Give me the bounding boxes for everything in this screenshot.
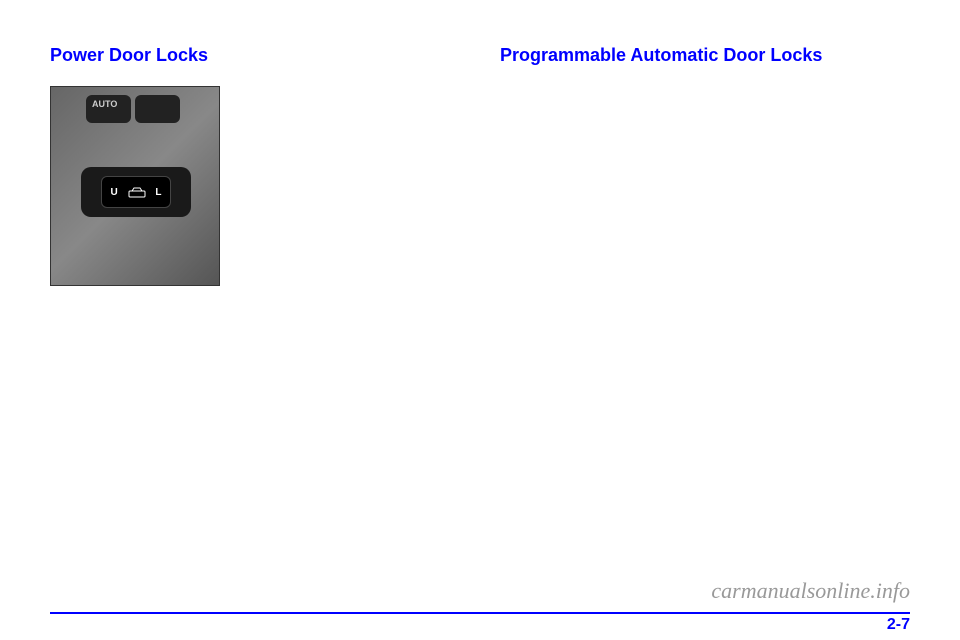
page-number: 2-7 — [887, 616, 910, 634]
page-content: Power Door Locks U L — [0, 0, 960, 301]
door-lock-switch-photo: U L — [50, 86, 220, 286]
right-column: Programmable Automatic Door Locks — [500, 45, 910, 301]
watermark: carmanualsonline.info — [711, 578, 910, 604]
lock-label: L — [155, 187, 161, 198]
lock-switch-button: U L — [101, 176, 171, 208]
car-icon — [127, 186, 147, 198]
window-button — [135, 95, 180, 123]
auto-button — [86, 95, 131, 123]
window-buttons — [86, 95, 180, 123]
programmable-locks-heading: Programmable Automatic Door Locks — [500, 45, 910, 66]
power-door-locks-heading: Power Door Locks — [50, 45, 460, 66]
lock-switch-housing: U L — [81, 167, 191, 217]
footer-divider — [50, 612, 910, 614]
left-column: Power Door Locks U L — [50, 45, 460, 301]
unlock-label: U — [110, 187, 117, 198]
